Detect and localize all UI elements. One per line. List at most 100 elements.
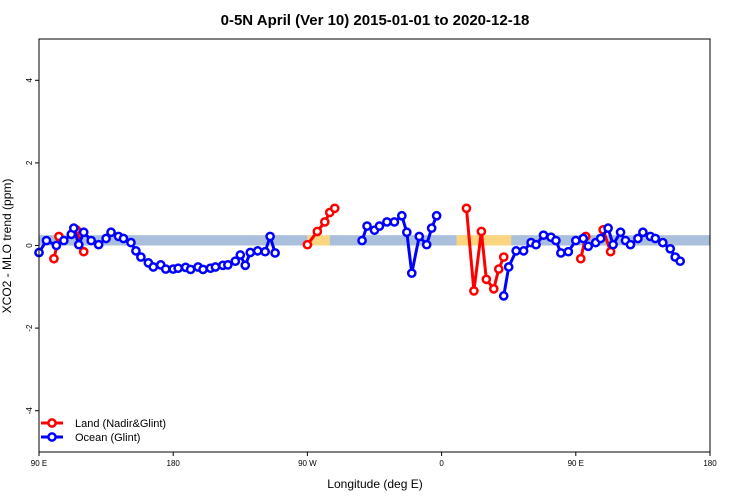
series-1-point-2-1 bbox=[503, 262, 514, 272]
series-1-point-2-10 bbox=[563, 246, 574, 257]
series-0-point-3-6 bbox=[498, 252, 509, 262]
series-1-point-1-9 bbox=[414, 231, 425, 242]
legend-label-land: Land (Nadir&Glint) bbox=[75, 418, 166, 430]
series-layer bbox=[34, 203, 686, 301]
x-axis: 90 E 180 90 W 0 90 E 180 bbox=[31, 452, 717, 468]
series-1-point-0-20 bbox=[160, 264, 171, 274]
series-1-point-0-6 bbox=[73, 239, 84, 250]
series-1-point-0-18 bbox=[148, 262, 159, 272]
chart-title: 0-5N April (Ver 10) 2015-01-01 to 2020-1… bbox=[221, 12, 530, 29]
band-segment-2 bbox=[329, 235, 457, 246]
series-1-point-2-18 bbox=[615, 227, 626, 238]
legend-label-ocean: Ocean (Glint) bbox=[75, 432, 140, 444]
series-1-point-0-16 bbox=[136, 252, 146, 262]
series-1-point-1-7 bbox=[401, 227, 412, 238]
y-axis: -4 -2 0 2 4 bbox=[25, 78, 39, 415]
series-1-point-2-6 bbox=[538, 230, 549, 241]
series-1-point-2-25 bbox=[657, 237, 668, 248]
series-1-point-0-32 bbox=[235, 250, 246, 260]
series-1-point-1-1 bbox=[362, 221, 372, 231]
series-1-point-2-22 bbox=[638, 227, 648, 238]
series-1-point-2-28 bbox=[675, 256, 686, 267]
band-segment-1 bbox=[307, 235, 330, 246]
series-1-point-2-12 bbox=[578, 233, 589, 244]
y-tick-label-0: -4 bbox=[25, 407, 34, 415]
series-1-point-2-9 bbox=[556, 248, 566, 258]
y-tick-label-3: 2 bbox=[25, 160, 34, 165]
series-1-point-1-12 bbox=[431, 210, 442, 221]
series-0-point-3-2 bbox=[476, 226, 487, 237]
series-1-point-0-13 bbox=[118, 233, 129, 244]
series-0-point-3-5 bbox=[493, 264, 504, 274]
x-axis-label: Longitude (deg E) bbox=[327, 477, 422, 491]
series-1-point-0-3 bbox=[59, 235, 69, 246]
series-0-point-2-2 bbox=[319, 217, 330, 227]
x-tick-label-5: 180 bbox=[703, 459, 717, 468]
series-1-point-0-35 bbox=[252, 246, 263, 256]
x-tick-label-4: 90 E bbox=[568, 459, 584, 468]
series-1-point-1-8 bbox=[406, 268, 417, 279]
series-1-point-2-21 bbox=[633, 233, 643, 244]
series-1 bbox=[34, 210, 686, 301]
series-1-point-0-24 bbox=[185, 264, 196, 275]
series-1-point-0-10 bbox=[101, 233, 111, 244]
series-1-point-2-26 bbox=[665, 243, 676, 254]
series-1-point-0-15 bbox=[131, 246, 141, 256]
series-1-point-0-30 bbox=[223, 260, 233, 270]
series-1-point-0-5 bbox=[68, 223, 79, 234]
series-1-point-0-37 bbox=[265, 231, 275, 242]
series-1-point-0-33 bbox=[240, 260, 251, 271]
x-tick-label-2: 90 W bbox=[298, 459, 317, 468]
y-tick-label-4: 4 bbox=[25, 78, 34, 83]
series-1-point-0-26 bbox=[198, 264, 208, 275]
series-0-point-2-1 bbox=[312, 226, 323, 237]
plot-area bbox=[34, 38, 711, 453]
series-1-point-0-1 bbox=[41, 235, 52, 246]
series-1-point-1-6 bbox=[396, 210, 407, 221]
series-0-point-3-3 bbox=[481, 274, 492, 285]
series-1-point-2-0 bbox=[498, 291, 509, 301]
series-1-point-0-31 bbox=[230, 256, 241, 267]
series-1-point-2-8 bbox=[551, 235, 561, 246]
series-1-point-2-3 bbox=[518, 246, 529, 256]
series-0-point-2-0 bbox=[302, 239, 313, 250]
series-1-point-0-7 bbox=[78, 227, 89, 238]
series-0-point-2-4 bbox=[329, 203, 340, 214]
series-1-point-2-15 bbox=[595, 233, 606, 244]
series-1-point-0-38 bbox=[270, 248, 280, 258]
series-1-point-2-20 bbox=[625, 239, 636, 250]
y-tick-label-2: 0 bbox=[25, 243, 34, 248]
band-segment-3 bbox=[456, 235, 512, 246]
x-tick-label-3: 0 bbox=[439, 459, 444, 468]
series-1-point-0-8 bbox=[86, 235, 97, 246]
series-1-point-1-11 bbox=[426, 223, 437, 234]
series-1-point-1-0 bbox=[357, 235, 367, 246]
legend-entry-land: Land (Nadir&Glint) bbox=[41, 418, 166, 430]
y-tick-label-1: -2 bbox=[25, 324, 34, 332]
series-1-point-2-13 bbox=[583, 241, 594, 252]
series-0-point-0-0 bbox=[49, 253, 59, 264]
series-0-point-3-1 bbox=[469, 286, 479, 296]
series-1-point-2-5 bbox=[531, 239, 541, 250]
series-0-point-3-4 bbox=[488, 284, 499, 294]
x-tick-label-1: 180 bbox=[167, 459, 181, 468]
series-1-point-0-11 bbox=[106, 227, 116, 238]
series-1-point-0-14 bbox=[126, 237, 136, 248]
series-1-point-0-22 bbox=[173, 263, 184, 274]
series-1-point-0-34 bbox=[245, 247, 256, 258]
band-segment-0 bbox=[39, 235, 308, 246]
series-1-point-0-9 bbox=[93, 239, 104, 250]
series-1-point-1-4 bbox=[382, 217, 392, 227]
legend: Land (Nadir&Glint) Ocean (Glint) bbox=[41, 418, 166, 444]
series-1-point-2-17 bbox=[608, 239, 618, 250]
series-1-point-0-36 bbox=[260, 246, 271, 257]
series-1-point-1-5 bbox=[389, 217, 400, 227]
series-0-point-4-0 bbox=[575, 253, 586, 264]
series-0-point-1-1 bbox=[78, 246, 89, 257]
y-axis-label: XCO2 - MLO trend (ppm) bbox=[0, 179, 14, 314]
series-0-point-3-0 bbox=[461, 203, 472, 214]
series-1-point-1-10 bbox=[421, 239, 432, 250]
series-1-point-0-2 bbox=[51, 240, 62, 251]
series-1-point-2-24 bbox=[650, 233, 661, 244]
